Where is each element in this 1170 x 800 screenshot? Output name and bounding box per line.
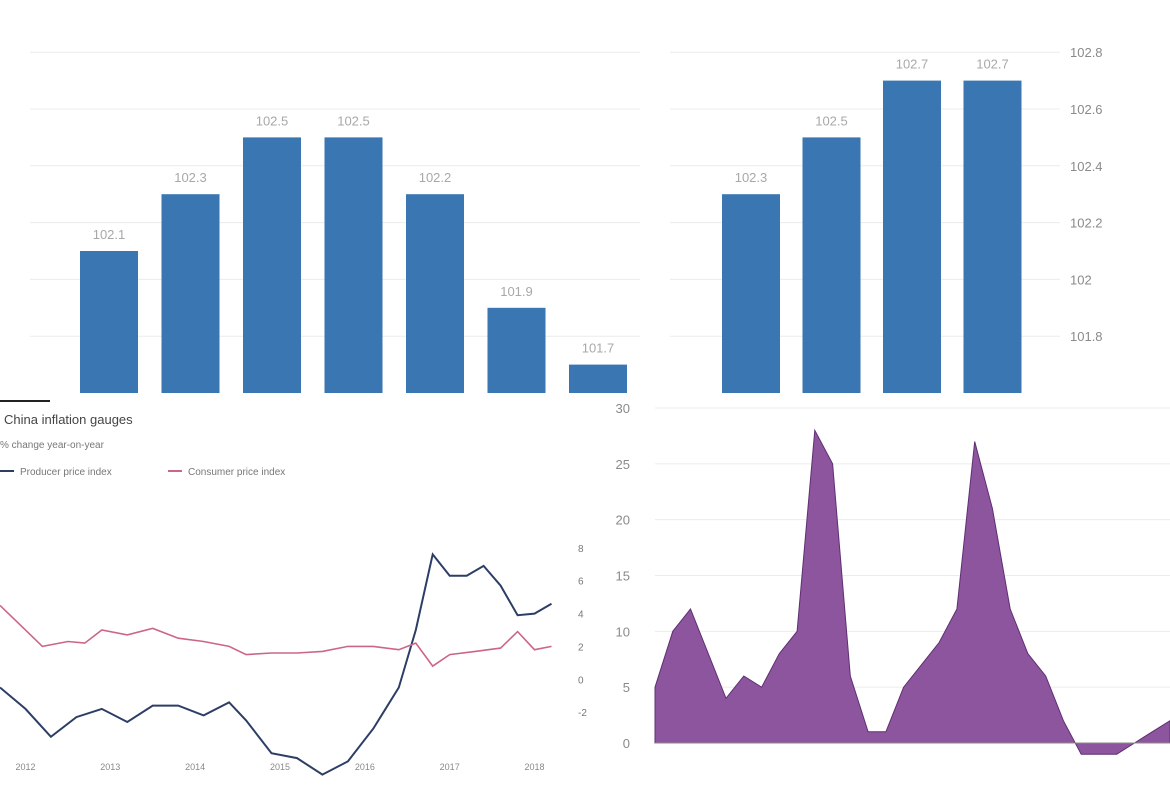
y-tick-label: 101.8	[1070, 329, 1103, 344]
y-tick-label: 15	[616, 569, 630, 584]
bar-value-label: 101.9	[500, 284, 533, 299]
bar-chart-right: 102.3 102.5 102.7 102.7 102.8 102.6 102.4 102.2…	[670, 45, 1103, 393]
y-tick-label: 20	[616, 513, 630, 528]
bar-value-label: 102.5	[815, 113, 848, 128]
y-tick-label: 6	[578, 577, 584, 588]
y-tick-label: 102	[1070, 272, 1092, 287]
inflation-area	[654, 428, 1170, 755]
bar-chart-left-panel: 102.1 102.3 102.5 102.5 102.2 101.9 101.7	[0, 0, 640, 400]
line-chart-panel: China inflation gauges % change year-on-y…	[0, 400, 600, 800]
y-tick-label: 5	[623, 680, 630, 695]
bar-value-label: 102.2	[419, 170, 452, 185]
y-tick-label: 4	[578, 610, 584, 621]
area-chart-panel: 30 25 20 15 10 5 0	[600, 400, 1170, 800]
bar-value-label: 102.7	[896, 57, 929, 72]
bar	[569, 364, 627, 393]
bar	[487, 307, 546, 393]
y-tick-label: 30	[616, 401, 630, 416]
bar-value-label: 102.5	[337, 113, 370, 128]
bar-value-label: 102.1	[93, 227, 126, 242]
bar	[161, 194, 220, 393]
bar	[80, 251, 138, 393]
x-tick-label: 2018	[525, 762, 545, 772]
x-tick-label: 2016	[355, 762, 375, 772]
legend-label: Consumer price index	[188, 467, 285, 478]
y-tick-label: 25	[616, 457, 630, 472]
bar-value-label: 102.3	[174, 170, 207, 185]
bar-value-label: 102.7	[976, 57, 1009, 72]
bar	[243, 137, 301, 393]
x-tick-label: 2012	[15, 762, 35, 772]
chart-subtitle: % change year-on-year	[0, 440, 105, 451]
bar-value-label: 102.3	[735, 170, 768, 185]
chart-title: China inflation gauges	[4, 412, 133, 427]
x-tick-label: 2017	[440, 762, 460, 772]
bar	[324, 137, 383, 393]
y-tick-label: -2	[578, 708, 587, 719]
producer-price-line	[0, 552, 553, 776]
bar	[802, 137, 861, 393]
consumer-price-line	[0, 604, 552, 668]
bar	[883, 80, 941, 393]
bar	[406, 194, 464, 393]
line-chart: China inflation gauges % change year-on-y…	[0, 400, 587, 776]
x-tick-label: 2014	[185, 762, 205, 772]
y-tick-label: 2	[578, 642, 584, 653]
bar	[963, 80, 1022, 393]
bar-value-label: 102.5	[256, 113, 289, 128]
bar-value-label: 101.7	[582, 341, 615, 356]
y-tick-label: 102.4	[1070, 159, 1103, 174]
y-tick-label: 0	[623, 736, 630, 751]
area-chart: 30 25 20 15 10 5 0	[616, 401, 1170, 755]
x-tick-label: 2015	[270, 762, 290, 772]
y-tick-label: 102.2	[1070, 216, 1103, 231]
bar	[722, 194, 780, 393]
y-tick-label: 8	[578, 544, 584, 555]
y-tick-label: 0	[578, 675, 584, 686]
bar-chart-right-panel: 102.3 102.5 102.7 102.7 102.8 102.6 102.4 102.2…	[640, 0, 1170, 400]
y-tick-label: 10	[616, 624, 630, 639]
legend-label: Producer price index	[20, 467, 112, 478]
header-rule	[0, 400, 50, 402]
y-tick-label: 102.8	[1070, 45, 1103, 60]
x-tick-label: 2013	[100, 762, 120, 772]
y-tick-label: 102.6	[1070, 102, 1103, 117]
bar-chart-left: 102.1 102.3 102.5 102.5 102.2 101.9 101.7	[30, 51, 640, 393]
